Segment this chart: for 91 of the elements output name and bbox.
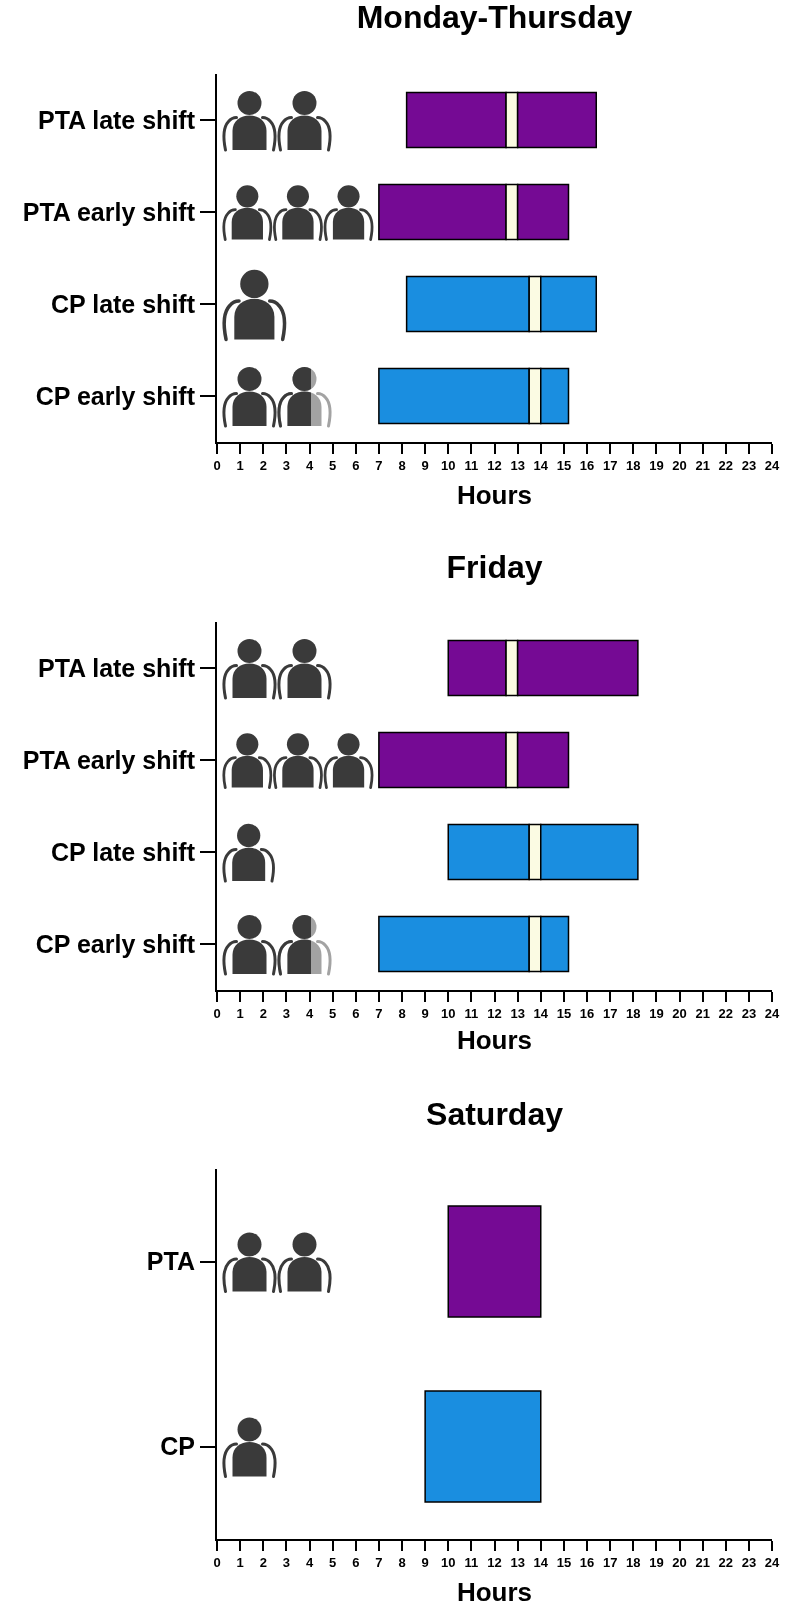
x-tick-label: 12 bbox=[487, 1554, 502, 1570]
x-tick-label: 3 bbox=[282, 1005, 290, 1021]
x-tick-label: 8 bbox=[398, 1005, 406, 1021]
x-tick-label: 20 bbox=[672, 1554, 687, 1570]
x-tick-label: 16 bbox=[579, 1554, 595, 1570]
x-tick-label: 11 bbox=[464, 1554, 479, 1570]
x-tick-label: 19 bbox=[649, 457, 664, 473]
x-tick-label: 21 bbox=[695, 1554, 710, 1570]
x-tick-label: 17 bbox=[602, 457, 618, 473]
x-tick-label: 19 bbox=[649, 1005, 664, 1021]
x-tick-label: 21 bbox=[695, 1005, 710, 1021]
x-tick-label: 18 bbox=[626, 1005, 641, 1021]
y-tick-label: CP late shift bbox=[50, 289, 196, 318]
x-tick-label: 13 bbox=[510, 1005, 525, 1021]
x-tick-label: 12 bbox=[487, 1005, 502, 1021]
x-tick-label: 11 bbox=[464, 1005, 479, 1021]
x-tick-label: 9 bbox=[421, 1554, 429, 1570]
x-tick-label: 0 bbox=[213, 1554, 221, 1570]
x-tick-label: 7 bbox=[375, 1005, 383, 1021]
x-tick-label: 24 bbox=[764, 457, 780, 473]
x-tick-label: 4 bbox=[305, 1005, 314, 1021]
x-tick-label: 4 bbox=[305, 457, 314, 473]
x-tick-label: 22 bbox=[718, 1554, 733, 1570]
x-tick-label: 22 bbox=[718, 1005, 733, 1021]
x-tick-label: 1 bbox=[236, 457, 244, 473]
x-tick-label: 10 bbox=[441, 1005, 456, 1021]
x-tick-label: 8 bbox=[398, 1554, 406, 1570]
x-tick-label: 13 bbox=[510, 457, 525, 473]
x-tick-label: 15 bbox=[556, 1005, 572, 1021]
x-tick-label: 12 bbox=[487, 457, 502, 473]
y-tick-label: PTA early shift bbox=[22, 745, 196, 774]
x-tick-label: 14 bbox=[533, 1005, 549, 1021]
x-tick-label: 0 bbox=[213, 457, 221, 473]
y-tick-label: PTA early shift bbox=[22, 197, 196, 226]
y-tick-label: CP early shift bbox=[35, 381, 196, 410]
x-tick-label: 24 bbox=[764, 1554, 780, 1570]
x-tick-label: 6 bbox=[352, 457, 360, 473]
x-tick-label: 14 bbox=[533, 1554, 549, 1570]
x-tick-label: 17 bbox=[602, 1005, 618, 1021]
x-tick-label: 21 bbox=[695, 457, 710, 473]
x-tick-label: 3 bbox=[282, 457, 290, 473]
x-tick-label: 15 bbox=[556, 457, 572, 473]
x-tick-label: 20 bbox=[672, 457, 687, 473]
x-tick-label: 16 bbox=[579, 457, 595, 473]
x-tick-label: 18 bbox=[626, 457, 641, 473]
x-tick-label: 10 bbox=[441, 457, 456, 473]
x-tick-label: 18 bbox=[626, 1554, 641, 1570]
x-tick-label: 5 bbox=[329, 1005, 337, 1021]
x-tick-label: 20 bbox=[672, 1005, 687, 1021]
x-tick-label: 11 bbox=[464, 457, 479, 473]
x-tick-label: 7 bbox=[375, 1554, 383, 1570]
y-tick-label: PTA late shift bbox=[38, 105, 196, 134]
x-tick-label: 3 bbox=[282, 1554, 290, 1570]
x-tick-label: 17 bbox=[602, 1554, 618, 1570]
x-tick-label: 14 bbox=[533, 457, 549, 473]
y-tick-label: CP bbox=[160, 1432, 195, 1461]
x-tick-label: 19 bbox=[649, 1554, 664, 1570]
x-tick-label: 5 bbox=[329, 457, 337, 473]
x-tick-label: 9 bbox=[421, 1005, 429, 1021]
x-axis-title: Hours bbox=[456, 1025, 533, 1055]
x-axis-title: Hours bbox=[456, 479, 533, 510]
y-tick-label: CP early shift bbox=[35, 929, 196, 958]
x-tick-label: 9 bbox=[421, 457, 429, 473]
x-tick-label: 10 bbox=[441, 1554, 456, 1570]
x-tick-label: 5 bbox=[329, 1554, 337, 1570]
x-tick-label: 2 bbox=[259, 1005, 267, 1021]
x-tick-label: 7 bbox=[375, 457, 383, 473]
x-axis-title: Hours bbox=[456, 1576, 533, 1607]
chart-title: Monday-Thursday bbox=[356, 0, 633, 36]
y-tick-label: PTA bbox=[146, 1247, 195, 1276]
x-tick-label: 8 bbox=[398, 457, 406, 473]
y-tick-label: PTA late shift bbox=[38, 653, 196, 682]
x-tick-label: 6 bbox=[352, 1005, 360, 1021]
x-tick-label: 16 bbox=[579, 1005, 595, 1021]
x-tick-label: 2 bbox=[259, 1554, 267, 1570]
x-tick-label: 1 bbox=[236, 1554, 244, 1570]
x-tick-label: 23 bbox=[741, 457, 757, 473]
y-tick-label: CP late shift bbox=[50, 837, 196, 866]
x-tick-label: 2 bbox=[259, 457, 267, 473]
x-tick-label: 22 bbox=[718, 457, 733, 473]
x-tick-label: 23 bbox=[741, 1005, 757, 1021]
chart-title: Saturday bbox=[426, 1096, 564, 1133]
x-tick-label: 24 bbox=[764, 1005, 780, 1021]
x-tick-label: 0 bbox=[213, 1005, 221, 1021]
x-tick-label: 4 bbox=[305, 1554, 314, 1570]
chart-title: Friday bbox=[446, 549, 543, 586]
x-tick-label: 6 bbox=[352, 1554, 360, 1570]
x-tick-label: 15 bbox=[556, 1554, 572, 1570]
x-tick-label: 23 bbox=[741, 1554, 757, 1570]
x-tick-label: 13 bbox=[510, 1554, 525, 1570]
x-tick-label: 1 bbox=[236, 1005, 244, 1021]
